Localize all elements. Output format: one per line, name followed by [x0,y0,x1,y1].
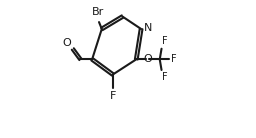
Text: F: F [162,36,167,46]
Text: Br: Br [92,7,104,17]
Text: F: F [110,91,116,101]
Text: N: N [144,23,153,33]
Text: F: F [172,54,177,64]
Text: F: F [162,72,167,82]
Text: O: O [63,38,71,48]
Text: O: O [143,54,152,64]
